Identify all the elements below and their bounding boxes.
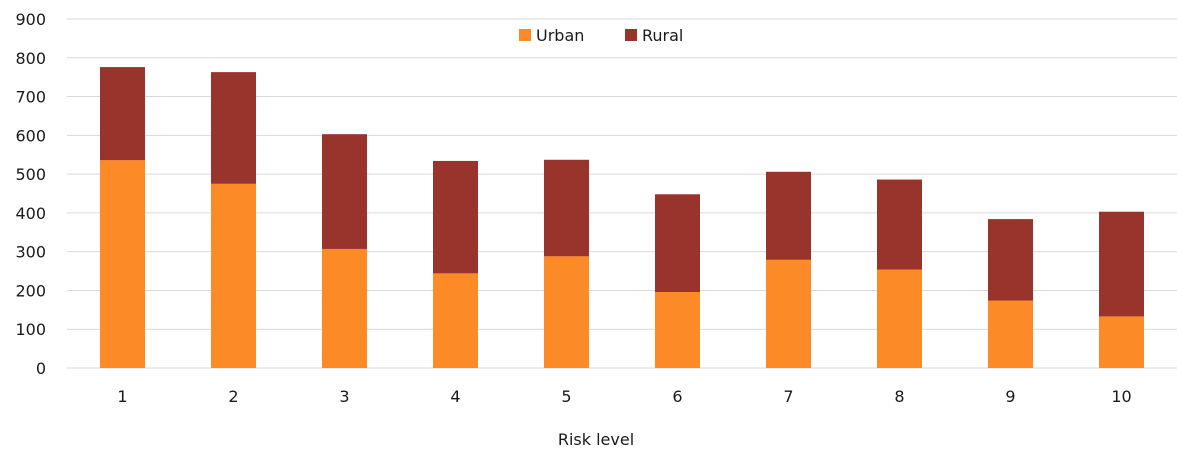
x-tick-label: 6 (672, 387, 682, 406)
x-tick-label: 7 (783, 387, 793, 406)
y-tick-label: 700 (15, 88, 46, 107)
bar-urban-6 (655, 291, 700, 368)
bar-rural-6 (655, 194, 700, 292)
bar-urban-2 (211, 183, 256, 368)
bar-urban-5 (544, 256, 589, 368)
x-tick-label: 5 (561, 387, 571, 406)
legend-label-urban: Urban (536, 26, 584, 45)
y-tick-label: 900 (15, 10, 46, 29)
y-tick-label: 500 (15, 165, 46, 184)
x-axis-tick-labels: 1 2 3 4 5 6 7 8 9 10 (117, 387, 1131, 406)
bars (100, 67, 1144, 368)
x-axis-title: Risk level (558, 430, 634, 449)
y-tick-label: 100 (15, 320, 46, 339)
bar-rural-9 (988, 219, 1033, 301)
bar-urban-7 (766, 259, 811, 368)
y-tick-label: 800 (15, 49, 46, 68)
x-tick-label: 3 (339, 387, 349, 406)
bar-urban-10 (1099, 316, 1144, 368)
y-tick-label: 0 (36, 359, 46, 378)
x-tick-label: 10 (1111, 387, 1131, 406)
legend-swatch-rural (625, 29, 637, 41)
bar-rural-10 (1099, 211, 1144, 317)
x-tick-label: 4 (450, 387, 460, 406)
bar-rural-8 (877, 179, 922, 270)
bar-rural-4 (433, 160, 478, 274)
y-tick-label: 300 (15, 243, 46, 262)
y-tick-label: 200 (15, 281, 46, 300)
bar-urban-8 (877, 269, 922, 368)
bar-rural-3 (322, 134, 367, 249)
legend: Urban Rural (519, 26, 683, 45)
bar-urban-9 (988, 300, 1033, 368)
legend-label-rural: Rural (642, 26, 683, 45)
bar-urban-1 (100, 160, 145, 368)
y-axis-tick-labels: 0 100 200 300 400 500 600 700 800 900 (15, 10, 46, 378)
x-tick-label: 8 (894, 387, 904, 406)
bar-rural-5 (544, 159, 589, 257)
bar-urban-4 (433, 273, 478, 368)
bar-urban-3 (322, 248, 367, 368)
y-tick-label: 600 (15, 126, 46, 145)
x-tick-label: 1 (117, 387, 127, 406)
x-tick-label: 2 (228, 387, 238, 406)
bar-rural-2 (211, 72, 256, 184)
x-tick-label: 9 (1005, 387, 1015, 406)
bar-rural-1 (100, 67, 145, 161)
bar-rural-7 (766, 171, 811, 260)
legend-swatch-urban (519, 29, 531, 41)
y-tick-label: 400 (15, 204, 46, 223)
